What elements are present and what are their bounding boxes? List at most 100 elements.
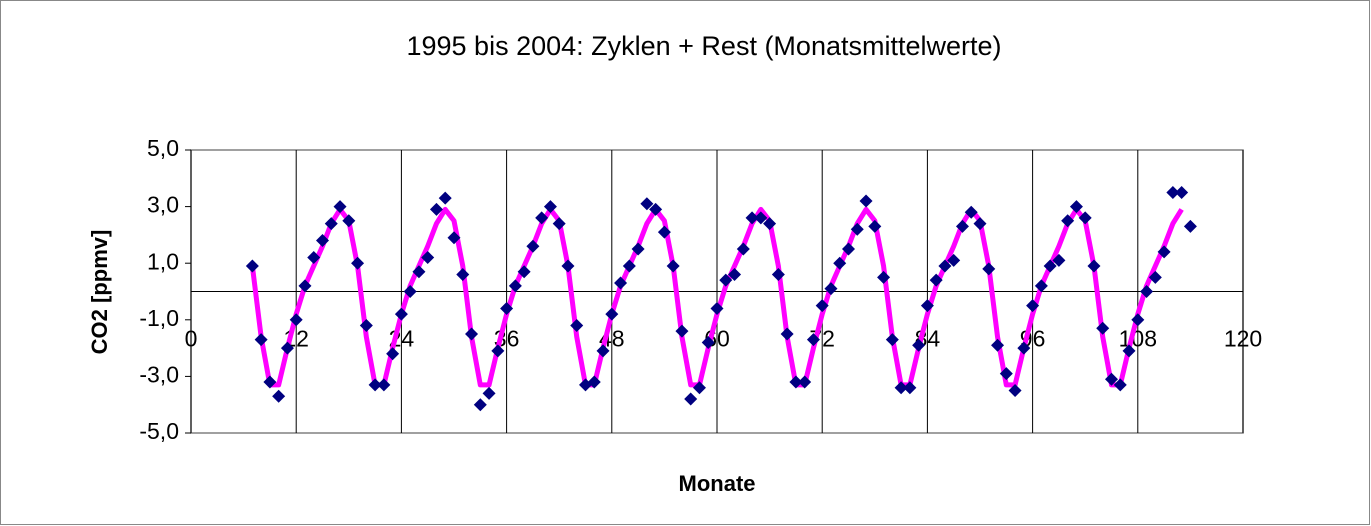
data-point xyxy=(386,347,400,361)
data-point xyxy=(736,242,750,256)
data-point xyxy=(403,285,417,298)
data-point xyxy=(666,259,680,273)
data-point xyxy=(421,251,435,265)
data-point xyxy=(1078,211,1092,225)
data-point xyxy=(456,268,470,282)
data-point xyxy=(806,333,820,347)
data-point xyxy=(850,222,864,236)
data-point xyxy=(938,259,952,273)
x-axis-title: Monate xyxy=(679,471,756,496)
data-point xyxy=(912,338,926,352)
data-point xyxy=(526,239,540,253)
data-point xyxy=(1166,185,1180,199)
data-point xyxy=(780,327,794,341)
data-point xyxy=(1017,341,1031,355)
data-point xyxy=(657,225,671,239)
data-point xyxy=(570,318,584,332)
data-point xyxy=(280,341,294,355)
y-tick-label: 5,0 xyxy=(147,135,179,161)
data-point xyxy=(298,279,312,293)
data-point xyxy=(535,211,549,225)
data-point xyxy=(991,338,1005,352)
data-point xyxy=(701,335,715,349)
data-point xyxy=(789,375,803,389)
data-point xyxy=(1087,259,1101,273)
data-point xyxy=(517,265,531,279)
data-point xyxy=(745,211,759,225)
data-point xyxy=(929,273,943,287)
data-point xyxy=(351,256,365,270)
data-point xyxy=(675,324,689,338)
data-point xyxy=(263,375,277,389)
data-point xyxy=(833,256,847,270)
data-point xyxy=(316,234,329,248)
chart-title: 1995 bis 2004: Zyklen + Rest (Monatsmitt… xyxy=(406,31,1001,61)
data-point xyxy=(342,214,356,228)
data-point xyxy=(824,282,838,296)
data-point xyxy=(710,301,724,315)
data-point xyxy=(1131,313,1145,327)
data-point xyxy=(272,389,286,403)
data-point xyxy=(903,381,917,395)
data-point xyxy=(982,262,996,276)
data-point xyxy=(973,217,987,231)
data-point xyxy=(771,268,785,282)
data-point xyxy=(307,251,321,265)
data-point xyxy=(631,242,645,256)
data-point xyxy=(955,219,969,233)
data-point xyxy=(324,217,338,231)
data-point xyxy=(614,276,628,290)
data-point xyxy=(815,299,829,313)
data-point xyxy=(1183,219,1197,233)
data-point xyxy=(885,333,899,347)
data-point xyxy=(999,367,1013,381)
x-tick-label: 0 xyxy=(185,326,198,352)
data-point xyxy=(1122,344,1136,358)
data-point xyxy=(1140,285,1154,298)
data-point xyxy=(1043,259,1057,273)
data-point xyxy=(1157,245,1171,259)
data-point xyxy=(868,219,882,233)
data-point xyxy=(1105,372,1118,386)
data-point xyxy=(1061,214,1075,228)
data-point xyxy=(1113,378,1127,392)
data-point xyxy=(447,231,461,245)
data-point xyxy=(473,398,487,412)
data-point xyxy=(1026,299,1040,313)
data-point xyxy=(1069,200,1083,214)
data-point xyxy=(254,333,268,347)
data-point xyxy=(245,259,259,273)
data-point xyxy=(719,273,733,287)
data-point xyxy=(728,268,742,282)
x-tick-label: 120 xyxy=(1224,326,1262,352)
data-point xyxy=(692,381,706,395)
data-point xyxy=(552,217,566,231)
data-point xyxy=(754,211,768,225)
data-point xyxy=(1096,321,1110,335)
data-point xyxy=(543,200,557,214)
data-point xyxy=(1148,270,1162,284)
y-tick-label: 3,0 xyxy=(147,192,179,218)
data-point xyxy=(465,327,479,341)
data-point xyxy=(394,307,408,321)
data-point xyxy=(508,279,522,293)
data-point xyxy=(684,392,698,406)
data-point xyxy=(964,205,978,219)
data-point xyxy=(649,202,663,216)
data-point xyxy=(622,259,636,273)
data-point xyxy=(842,242,855,256)
y-tick-label: -5,0 xyxy=(139,418,179,444)
data-point xyxy=(920,299,934,313)
data-point xyxy=(491,344,505,358)
x-tick-label: 108 xyxy=(1119,326,1157,352)
y-axis-title: CO2 [ppmv] xyxy=(87,230,112,355)
data-point xyxy=(429,202,443,216)
data-point xyxy=(947,253,961,267)
data-point xyxy=(1034,279,1048,293)
data-point xyxy=(289,313,303,327)
data-point xyxy=(359,318,373,332)
data-point xyxy=(333,200,347,214)
data-point xyxy=(500,301,514,315)
data-point xyxy=(587,375,601,389)
data-point xyxy=(438,191,452,205)
